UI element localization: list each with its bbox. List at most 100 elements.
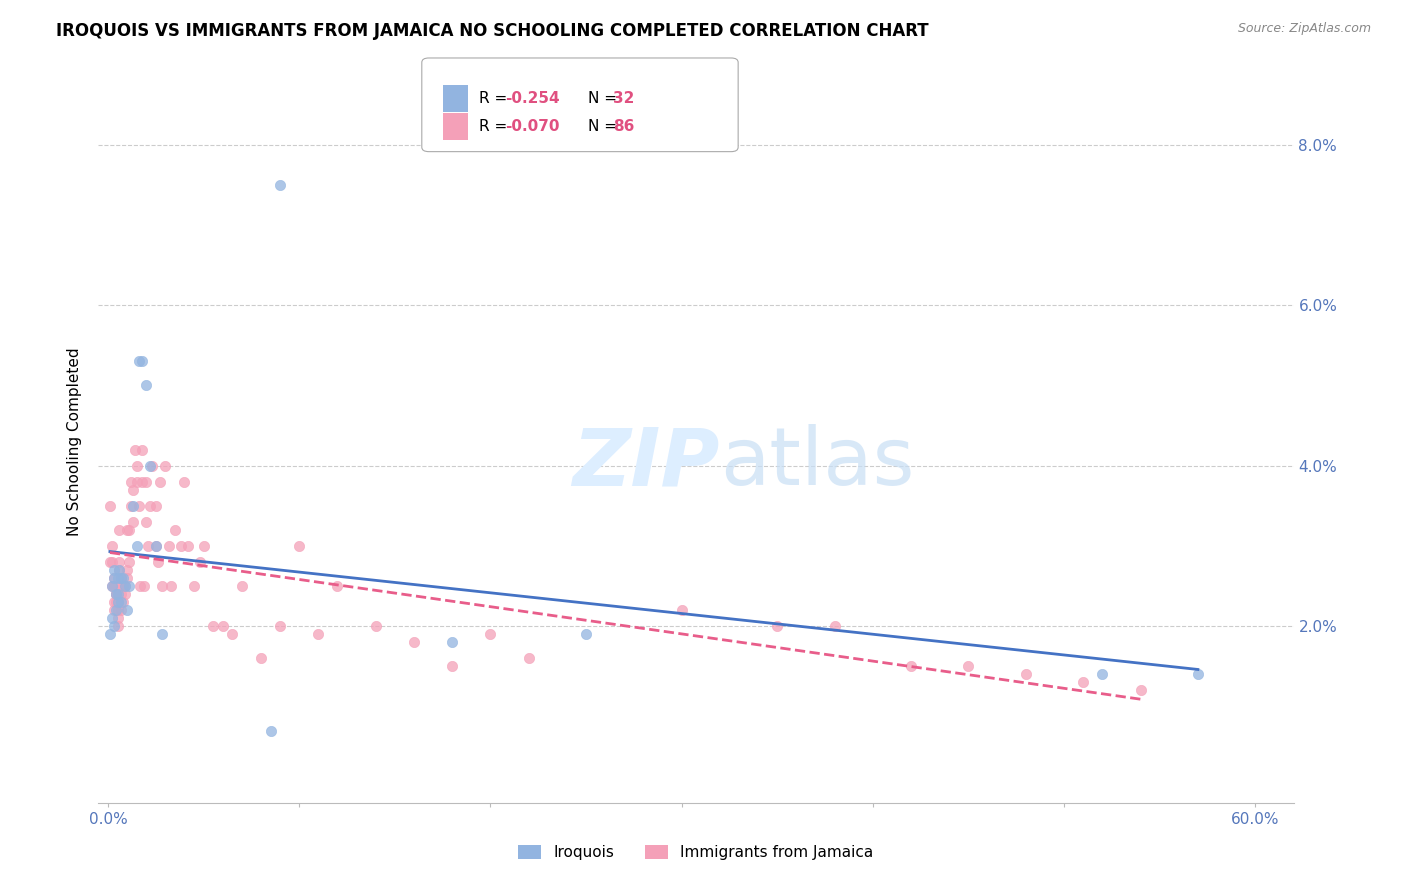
Y-axis label: No Schooling Completed: No Schooling Completed (67, 347, 83, 536)
Text: 32: 32 (613, 91, 634, 105)
Point (326, 579, 349, 593)
Point (107, 603, 129, 617)
Legend: Iroquois, Immigrants from Jamaica: Iroquois, Immigrants from Jamaica (519, 845, 873, 860)
Point (1071, 675, 1094, 690)
Point (269, 178, 291, 192)
Point (1091, 667, 1114, 681)
Text: -0.254: -0.254 (505, 91, 560, 105)
Point (103, 563, 125, 577)
Point (107, 571, 129, 585)
Point (160, 579, 183, 593)
Point (104, 587, 127, 601)
Text: Source: ZipAtlas.com: Source: ZipAtlas.com (1237, 22, 1371, 36)
Point (112, 595, 135, 609)
Point (307, 627, 329, 641)
Point (288, 539, 311, 553)
Point (121, 499, 143, 513)
Point (211, 619, 233, 633)
Point (193, 539, 215, 553)
Point (110, 579, 132, 593)
Text: R =: R = (479, 120, 513, 134)
Point (1187, 667, 1209, 681)
Text: -0.070: -0.070 (505, 120, 560, 134)
Point (107, 611, 129, 625)
Point (98, 499, 121, 513)
Point (163, 523, 186, 537)
Point (110, 595, 132, 609)
Point (131, 442, 153, 457)
Point (115, 563, 138, 577)
Point (134, 579, 156, 593)
Point (114, 579, 136, 593)
Point (269, 619, 291, 633)
Point (101, 579, 124, 593)
Point (129, 579, 152, 593)
Point (115, 523, 138, 537)
Point (103, 571, 125, 585)
Point (259, 723, 281, 738)
Point (128, 499, 150, 513)
Point (136, 539, 159, 553)
Point (108, 523, 131, 537)
Point (221, 627, 243, 641)
Point (957, 659, 980, 673)
Point (103, 603, 125, 617)
Point (110, 571, 132, 585)
Point (135, 378, 157, 392)
Point (155, 458, 177, 473)
Point (98, 555, 121, 569)
Point (364, 619, 387, 633)
Point (124, 442, 146, 457)
Point (104, 587, 127, 601)
Point (125, 458, 148, 473)
Point (671, 603, 693, 617)
Point (112, 571, 135, 585)
Point (575, 627, 598, 641)
Point (107, 595, 129, 609)
Point (110, 571, 132, 585)
Point (169, 539, 191, 553)
Point (115, 571, 138, 585)
Point (183, 579, 205, 593)
Point (1129, 683, 1152, 698)
Point (114, 587, 136, 601)
Point (145, 539, 167, 553)
Point (824, 619, 846, 633)
Text: N =: N = (588, 120, 621, 134)
Point (103, 579, 125, 593)
Point (98, 627, 121, 641)
Point (202, 619, 225, 633)
Point (135, 475, 157, 489)
Point (103, 571, 125, 585)
Point (121, 483, 143, 497)
Point (145, 499, 167, 513)
Point (135, 515, 157, 529)
Point (104, 595, 127, 609)
Point (107, 587, 129, 601)
Text: R =: R = (479, 91, 513, 105)
Point (101, 539, 124, 553)
Point (110, 603, 132, 617)
Point (150, 579, 173, 593)
Point (118, 579, 141, 593)
Point (104, 587, 127, 601)
Point (108, 555, 131, 569)
Point (150, 627, 173, 641)
Point (108, 563, 131, 577)
Text: atlas: atlas (720, 425, 914, 502)
Point (402, 635, 425, 649)
Point (177, 539, 200, 553)
Point (118, 555, 141, 569)
Point (141, 458, 163, 473)
Point (139, 458, 162, 473)
Point (101, 611, 124, 625)
Point (107, 619, 129, 633)
Point (146, 555, 169, 569)
Point (139, 499, 162, 513)
Point (120, 475, 142, 489)
Point (115, 603, 138, 617)
Point (103, 619, 125, 633)
Point (479, 627, 502, 641)
Point (157, 539, 180, 553)
Text: 86: 86 (613, 120, 634, 134)
